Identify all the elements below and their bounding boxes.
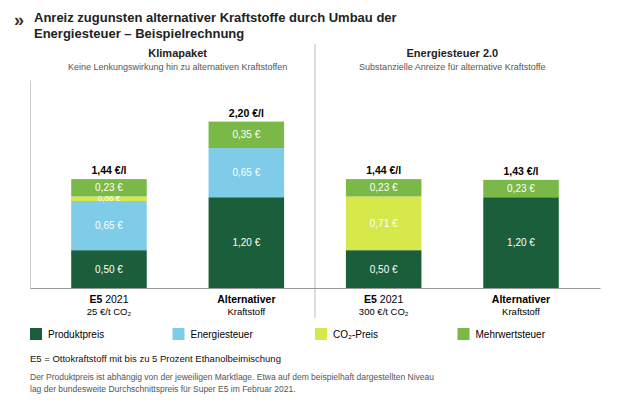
data-label: 0,50 € — [95, 264, 123, 275]
x-tick-label-part: 2021 — [377, 293, 403, 305]
bar-segment — [483, 197, 559, 288]
bar-segment — [71, 250, 147, 288]
section-subtitle: Keine Lenkungswirkung hin zu alternative… — [68, 62, 287, 72]
bar-segment — [346, 179, 422, 196]
x-tick: AlternativerKraftstoff — [217, 288, 275, 317]
x-tick-label-part: Alternativer — [217, 293, 275, 305]
x-tick: E5 2021300 €/t CO₂ — [359, 288, 409, 317]
section-subtitle: Substanzielle Anreize für alternative Kr… — [359, 62, 545, 72]
legend-item: Mehrwertsteuer — [458, 328, 546, 340]
legend-swatch — [30, 328, 42, 340]
data-label: 0,35 € — [232, 129, 260, 140]
data-label: 1,20 € — [232, 237, 260, 248]
title: Anreiz zugunsten alternativer Kraftstoff… — [34, 10, 397, 41]
series-bars — [71, 197, 559, 288]
x-axis-line — [31, 288, 601, 289]
footnote: E5 = Ottokraftstoff mit bis zu 5 Prozent… — [30, 353, 281, 364]
bar-segment — [346, 196, 422, 250]
legend: Produktpreis Energiesteuer CO₂-Preis Mehrwe… — [30, 328, 546, 340]
divider — [315, 44, 316, 318]
data-label: 0,23 € — [95, 182, 123, 193]
data-label: 0,65 € — [95, 220, 123, 231]
x-axis: E5 202125 €/t CO₂AlternativerKraftstoffE… — [31, 288, 601, 317]
bar-segment — [71, 201, 147, 250]
total-label: 2,20 €/l — [229, 107, 264, 119]
x-tick-label-part: E5 — [364, 293, 377, 305]
legend-item: Produktpreis — [30, 328, 104, 340]
series-bars — [71, 148, 284, 250]
footnote-line: lag der bundesweite Durchschnittspreis f… — [30, 384, 296, 394]
x-tick-label-part: 2021 — [102, 293, 128, 305]
legend-label: Mehrwertsteuer — [476, 329, 546, 340]
data-label: 0,71 € — [370, 218, 398, 229]
data-label: 1,20 € — [507, 237, 535, 248]
data-label: 0,23 € — [507, 183, 535, 194]
legend-item: CO₂-Preis — [315, 328, 378, 340]
x-tick-label-part: Kraftstoff — [502, 306, 540, 317]
legend-label: Produktpreis — [48, 329, 104, 340]
chart: » Anreiz zugunsten alternativer Kraftstof… — [0, 0, 630, 412]
x-tick-label-part: 25 €/t CO₂ — [87, 306, 132, 317]
bar-segment — [209, 122, 285, 148]
data-label: 0,65 € — [232, 167, 260, 178]
legend-item: Energiesteuer — [173, 328, 254, 340]
x-tick-label: AlternativerKraftstoff — [492, 293, 550, 317]
title-line: Energiesteuer – Beispielrechnung — [34, 26, 244, 41]
total-label: 1,43 €/l — [504, 165, 539, 177]
x-tick: AlternativerKraftstoff — [492, 288, 550, 317]
legend-swatch — [315, 328, 327, 340]
legend-label: CO₂-Preis — [333, 329, 378, 340]
total-label: 1,44 €/l — [366, 164, 401, 176]
title-line: Anreiz zugunsten alternativer Kraftstoff… — [34, 10, 397, 25]
x-tick: E5 202125 €/t CO₂ — [87, 288, 132, 317]
series-bars — [71, 196, 421, 250]
x-tick-label-part: E5 — [89, 293, 102, 305]
title-marker: » — [14, 10, 24, 30]
x-tick-label-part: 300 €/t CO₂ — [359, 306, 409, 317]
data-label: 0,23 € — [370, 182, 398, 193]
y-axis-line — [30, 81, 31, 289]
section-title: Energiesteuer 2.0 — [406, 47, 498, 59]
footnote-line: Der Produktpreis ist abhängig von der je… — [30, 372, 434, 382]
x-tick-label: AlternativerKraftstoff — [217, 293, 275, 317]
section-title: Klimapaket — [148, 47, 207, 59]
bar-segment — [483, 180, 559, 197]
data-label: 0,50 € — [370, 264, 398, 275]
x-tick-label-part: Kraftstoff — [227, 306, 265, 317]
x-tick-label: E5 202125 €/t CO₂ — [87, 293, 132, 317]
x-tick-label: E5 2021300 €/t CO₂ — [359, 293, 409, 317]
y-axis — [30, 81, 31, 289]
total-label: 1,44 €/l — [91, 164, 126, 176]
bars — [71, 122, 559, 288]
legend-swatch — [458, 328, 470, 340]
data-label: 0,06 € — [98, 194, 121, 203]
x-tick-label-part: Alternativer — [492, 293, 550, 305]
footnote: Der Produktpreis ist abhängig von der je… — [30, 372, 434, 394]
legend-swatch — [173, 328, 185, 340]
legend-label: Energiesteuer — [191, 329, 254, 340]
data-labels: 0,50 € 1,20 € 0,50 € 1,20 € 0,65 € 0,65 € 0,06… — [91, 107, 538, 275]
bar-segment — [209, 148, 285, 197]
bar-segment — [209, 197, 285, 288]
bar-segment — [346, 250, 422, 288]
series-bars — [71, 122, 559, 198]
